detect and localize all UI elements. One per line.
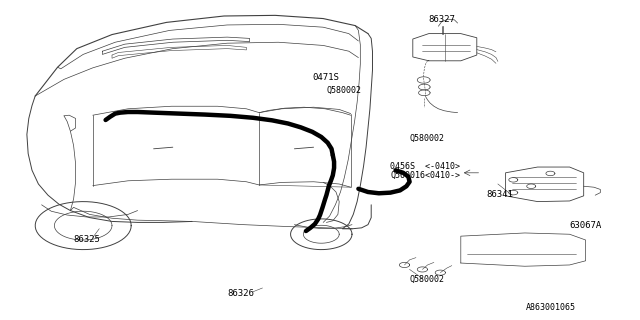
Text: 86327: 86327 bbox=[429, 15, 456, 24]
Text: Q580002: Q580002 bbox=[326, 86, 362, 95]
Text: 86325: 86325 bbox=[74, 235, 100, 244]
Text: A863001065: A863001065 bbox=[526, 303, 576, 312]
Text: 63067A: 63067A bbox=[570, 221, 602, 230]
Text: Q560016<0410->: Q560016<0410-> bbox=[390, 171, 460, 180]
Text: 86341: 86341 bbox=[486, 190, 513, 199]
Text: 0456S  <-0410>: 0456S <-0410> bbox=[390, 162, 460, 171]
Text: 0471S: 0471S bbox=[312, 73, 339, 82]
Text: 86326: 86326 bbox=[227, 289, 254, 298]
Text: Q580002: Q580002 bbox=[410, 275, 445, 284]
Text: Q580002: Q580002 bbox=[410, 134, 445, 143]
